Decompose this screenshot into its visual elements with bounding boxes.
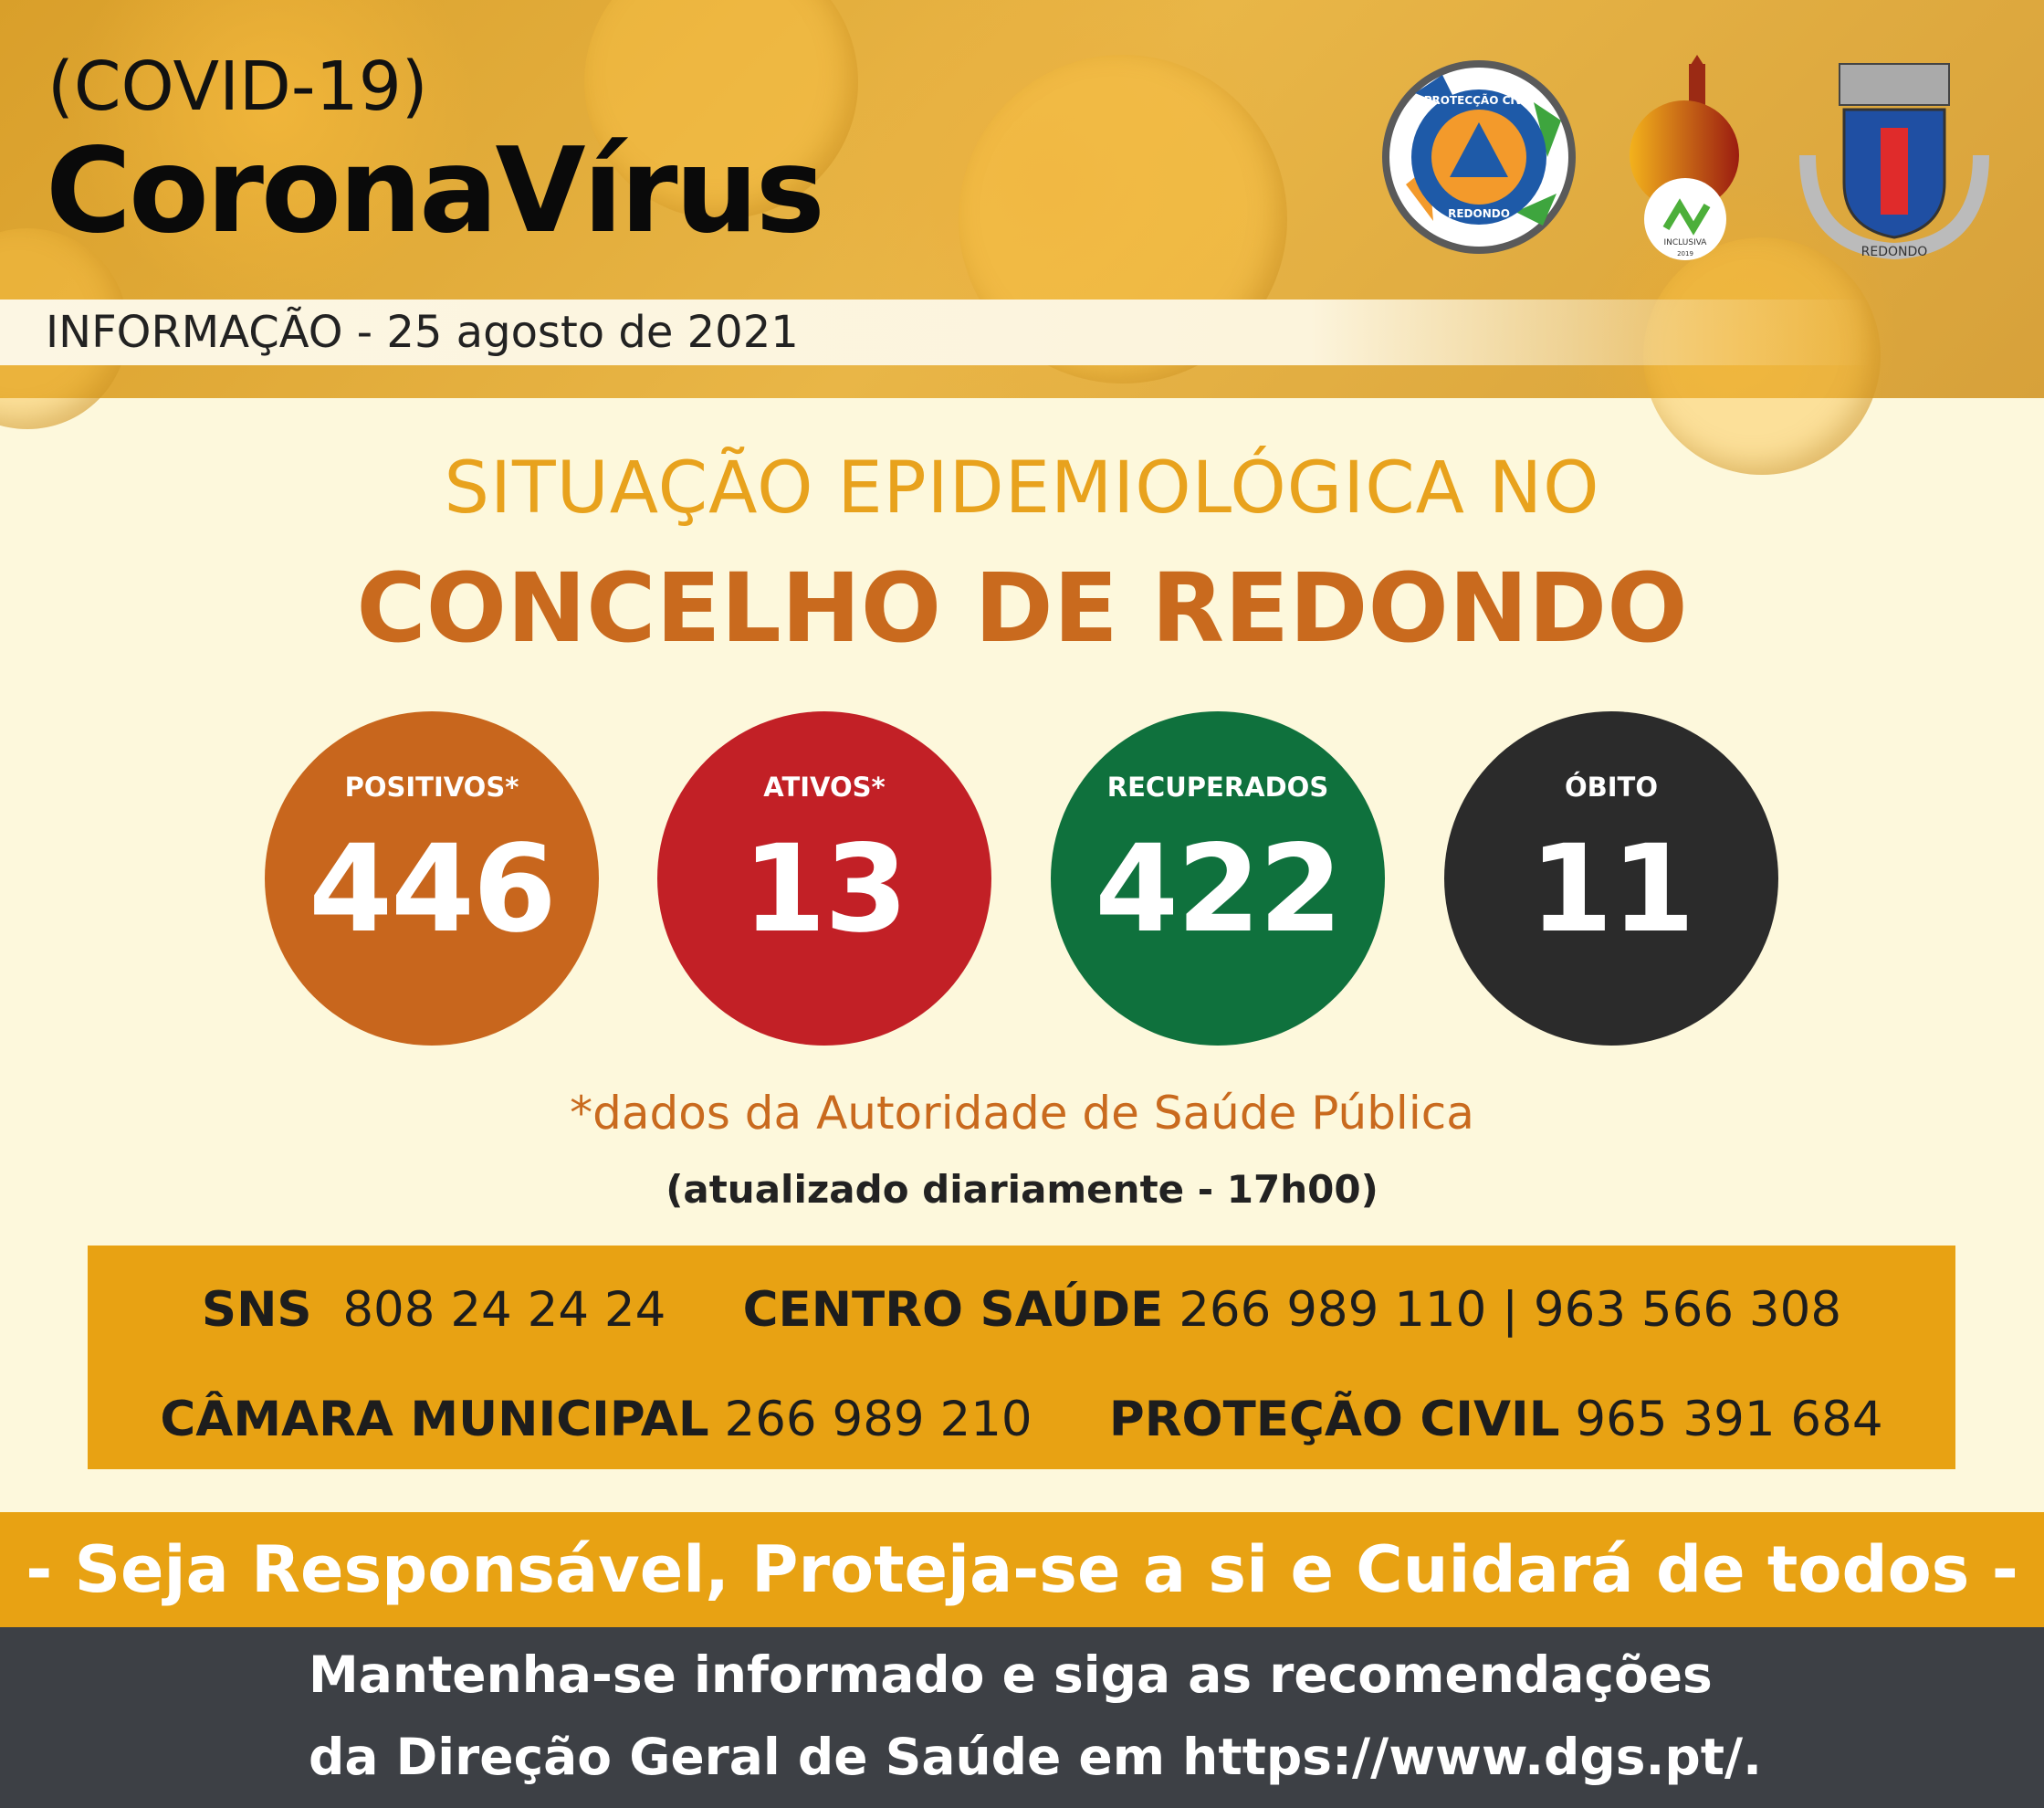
svg-text:REDONDO: REDONDO — [1448, 207, 1510, 220]
footer: Mantenha-se informado e siga as recomend… — [0, 1627, 2044, 1808]
stat-value: 422 — [1095, 819, 1343, 960]
svg-text:INCLUSIVA: INCLUSIVA — [1664, 238, 1708, 247]
stat-label: POSITIVOS* — [344, 772, 519, 803]
update-note: (atualizado diariamente - 17h00) — [666, 1167, 1378, 1212]
pretitle: (COVID-19) — [47, 47, 428, 126]
virus-bubble — [584, 0, 858, 219]
main-title: CoronaVírus — [46, 123, 825, 259]
info-date: - 25 agosto de 2021 — [356, 307, 799, 358]
stat-recuperados: RECUPERADOS 422 — [1051, 711, 1385, 1046]
source-note: *dados da Autoridade de Saúde Pública — [570, 1087, 1474, 1140]
svg-text:PROTECÇÃO CIVIL: PROTECÇÃO CIVIL — [1424, 93, 1535, 107]
contact-phone: 965 391 684 — [1575, 1392, 1883, 1447]
slogan-banner: - Seja Responsável, Proteja-se a si e Cu… — [0, 1512, 2044, 1627]
info-strip: INFORMAÇÃO - 25 agosto de 2021 — [0, 300, 1871, 365]
header-banner: (COVID-19) CoronaVírus INFORMAÇÃO - 25 a… — [0, 0, 2044, 475]
svg-text:2019: 2019 — [1677, 250, 1693, 258]
footer-line1: Mantenha-se informado e siga as recomend… — [309, 1645, 1713, 1704]
contact-phone: 266 989 110 | 963 566 308 — [1179, 1282, 1842, 1338]
contacts-box: SNS 808 24 24 24 CENTRO SAÚDE 266 989 11… — [88, 1246, 1955, 1469]
stat-value: 446 — [309, 819, 557, 960]
contact-phone: 266 989 210 — [724, 1392, 1032, 1447]
stat-value: 13 — [742, 819, 908, 960]
headline-line2: CONCELHO DE REDONDO — [356, 552, 1688, 664]
stat-label: RECUPERADOS — [1106, 772, 1329, 803]
stat-ativos: ATIVOS* 13 — [657, 711, 991, 1046]
stat-label: ATIVOS* — [763, 772, 886, 803]
redondo-coat-of-arms: REDONDO — [1799, 63, 1989, 260]
contact-name: SNS — [201, 1282, 312, 1338]
protecao-civil-logo: PROTECÇÃO CIVIL REDONDO — [1382, 60, 1576, 254]
contact-name: CÂMARA MUNICIPAL — [160, 1392, 709, 1447]
info-label: INFORMAÇÃO — [46, 307, 343, 358]
stat-value: 11 — [1529, 819, 1695, 960]
inclusiva-logo: INCLUSIVA 2019 — [1630, 55, 1739, 260]
stat-label: ÓBITO — [1565, 772, 1658, 803]
contacts-row: CÂMARA MUNICIPAL 266 989 210 PROTEÇÃO CI… — [88, 1392, 1955, 1447]
contact-name: CENTRO SAÚDE — [742, 1282, 1164, 1338]
stat-positivos: POSITIVOS* 446 — [265, 711, 599, 1046]
stat-obito: ÓBITO 11 — [1444, 711, 1778, 1046]
contacts-row: SNS 808 24 24 24 CENTRO SAÚDE 266 989 11… — [88, 1282, 1955, 1338]
svg-text:REDONDO: REDONDO — [1861, 245, 1928, 259]
contact-phone: 808 24 24 24 — [342, 1282, 666, 1338]
contact-name: PROTEÇÃO CIVIL — [1108, 1392, 1560, 1447]
headline-line1: SITUAÇÃO EPIDEMIOLÓGICA NO — [444, 447, 1600, 530]
footer-line2: da Direção Geral de Saúde em https://www… — [309, 1728, 1763, 1786]
